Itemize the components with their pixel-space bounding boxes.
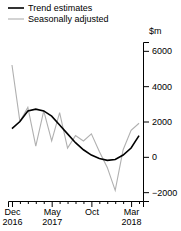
y-tick: 0 [143, 152, 157, 162]
chart: −20000200040006000Dec2016May2017OctMar20… [0, 0, 181, 231]
legend-item: Trend estimates [8, 3, 93, 13]
x-tick: May2017 [42, 201, 62, 227]
x-tick-mark [60, 201, 61, 204]
x-tick-mark [83, 201, 84, 204]
y-tick-mark [143, 51, 149, 52]
y-tick: −2000 [143, 188, 177, 198]
x-tick [99, 201, 100, 204]
x-tick: Dec2016 [2, 201, 22, 227]
lines [12, 65, 139, 190]
y-tick-label: 2000 [152, 117, 172, 127]
x-tick: Oct [85, 201, 100, 217]
legend-swatch [8, 7, 24, 9]
x-tick-label-line: Dec [4, 207, 21, 217]
x-tick-label-line: 2018 [122, 217, 142, 227]
y-tick-mark [143, 192, 149, 193]
x-tick-mark [131, 201, 132, 207]
y-axis-line [144, 43, 150, 202]
x-tick-mark [28, 201, 29, 204]
legend-item: Seasonally adjusted [8, 14, 109, 24]
y-tick-label: −2000 [152, 188, 177, 198]
legend-label: Seasonally adjusted [28, 14, 109, 24]
x-tick [68, 201, 69, 204]
x-tick-label: Dec2016 [2, 207, 22, 227]
x-tick-label: Mar2018 [122, 207, 142, 227]
y-tick-mark [143, 86, 149, 87]
y-tick-label: 4000 [152, 82, 172, 92]
y-tick-label: 6000 [152, 46, 172, 56]
x-tick-mark [107, 201, 108, 204]
x-tick-label-line: Oct [85, 207, 100, 217]
x-tick-mark [52, 201, 53, 207]
x-tick-label-line: May [44, 207, 62, 217]
plot: −20000200040006000Dec2016May2017OctMar20… [2, 43, 177, 228]
x-axis-line [9, 202, 144, 208]
y-tick: 4000 [143, 82, 172, 92]
x-tick-label: Oct [85, 207, 100, 217]
x-tick-label: May2017 [42, 207, 62, 227]
x-tick-mark [76, 201, 77, 204]
x-tick: Mar2018 [122, 201, 142, 227]
x-tick-mark [123, 201, 124, 204]
x-tick-mark [20, 201, 21, 204]
legend-label: Trend estimates [28, 3, 93, 13]
legend-swatch [8, 18, 24, 19]
legend: Trend estimatesSeasonally adjusted [8, 3, 109, 24]
y-tick-label: 0 [152, 152, 157, 162]
x-tick-label-line: Mar [124, 207, 140, 217]
x-tick [107, 201, 108, 204]
x-tick [83, 201, 84, 204]
x-tick-mark [68, 201, 69, 204]
x-tick-mark [91, 201, 92, 207]
y-axis-label: $m [149, 26, 162, 36]
x-tick-mark [12, 201, 13, 207]
x-tick-mark [44, 201, 45, 204]
x-tick [115, 201, 116, 204]
x-tick [28, 201, 29, 204]
y-tick: 2000 [143, 117, 172, 127]
x-axis: Dec2016 May2017 Oct Mar2018 [2, 201, 143, 227]
x-tick [60, 201, 61, 204]
x-tick [123, 201, 124, 204]
y-tick-mark [143, 157, 149, 158]
x-tick-mark [115, 201, 116, 204]
x-tick [76, 201, 77, 204]
x-tick-mark [139, 201, 140, 204]
x-tick [44, 201, 45, 204]
series-line [12, 65, 139, 190]
x-tick-label-line: 2016 [2, 217, 22, 227]
x-tick [36, 201, 37, 204]
x-tick-mark [36, 201, 37, 204]
y-tick-mark [143, 122, 149, 123]
x-tick-label-line: 2017 [42, 217, 62, 227]
x-tick [20, 201, 21, 204]
series-line [12, 109, 139, 160]
x-tick-mark [99, 201, 100, 204]
x-tick [139, 201, 140, 204]
y-tick: 6000 [143, 46, 172, 56]
y-axis: −2000 0 2000 4000 6000 [143, 43, 177, 202]
